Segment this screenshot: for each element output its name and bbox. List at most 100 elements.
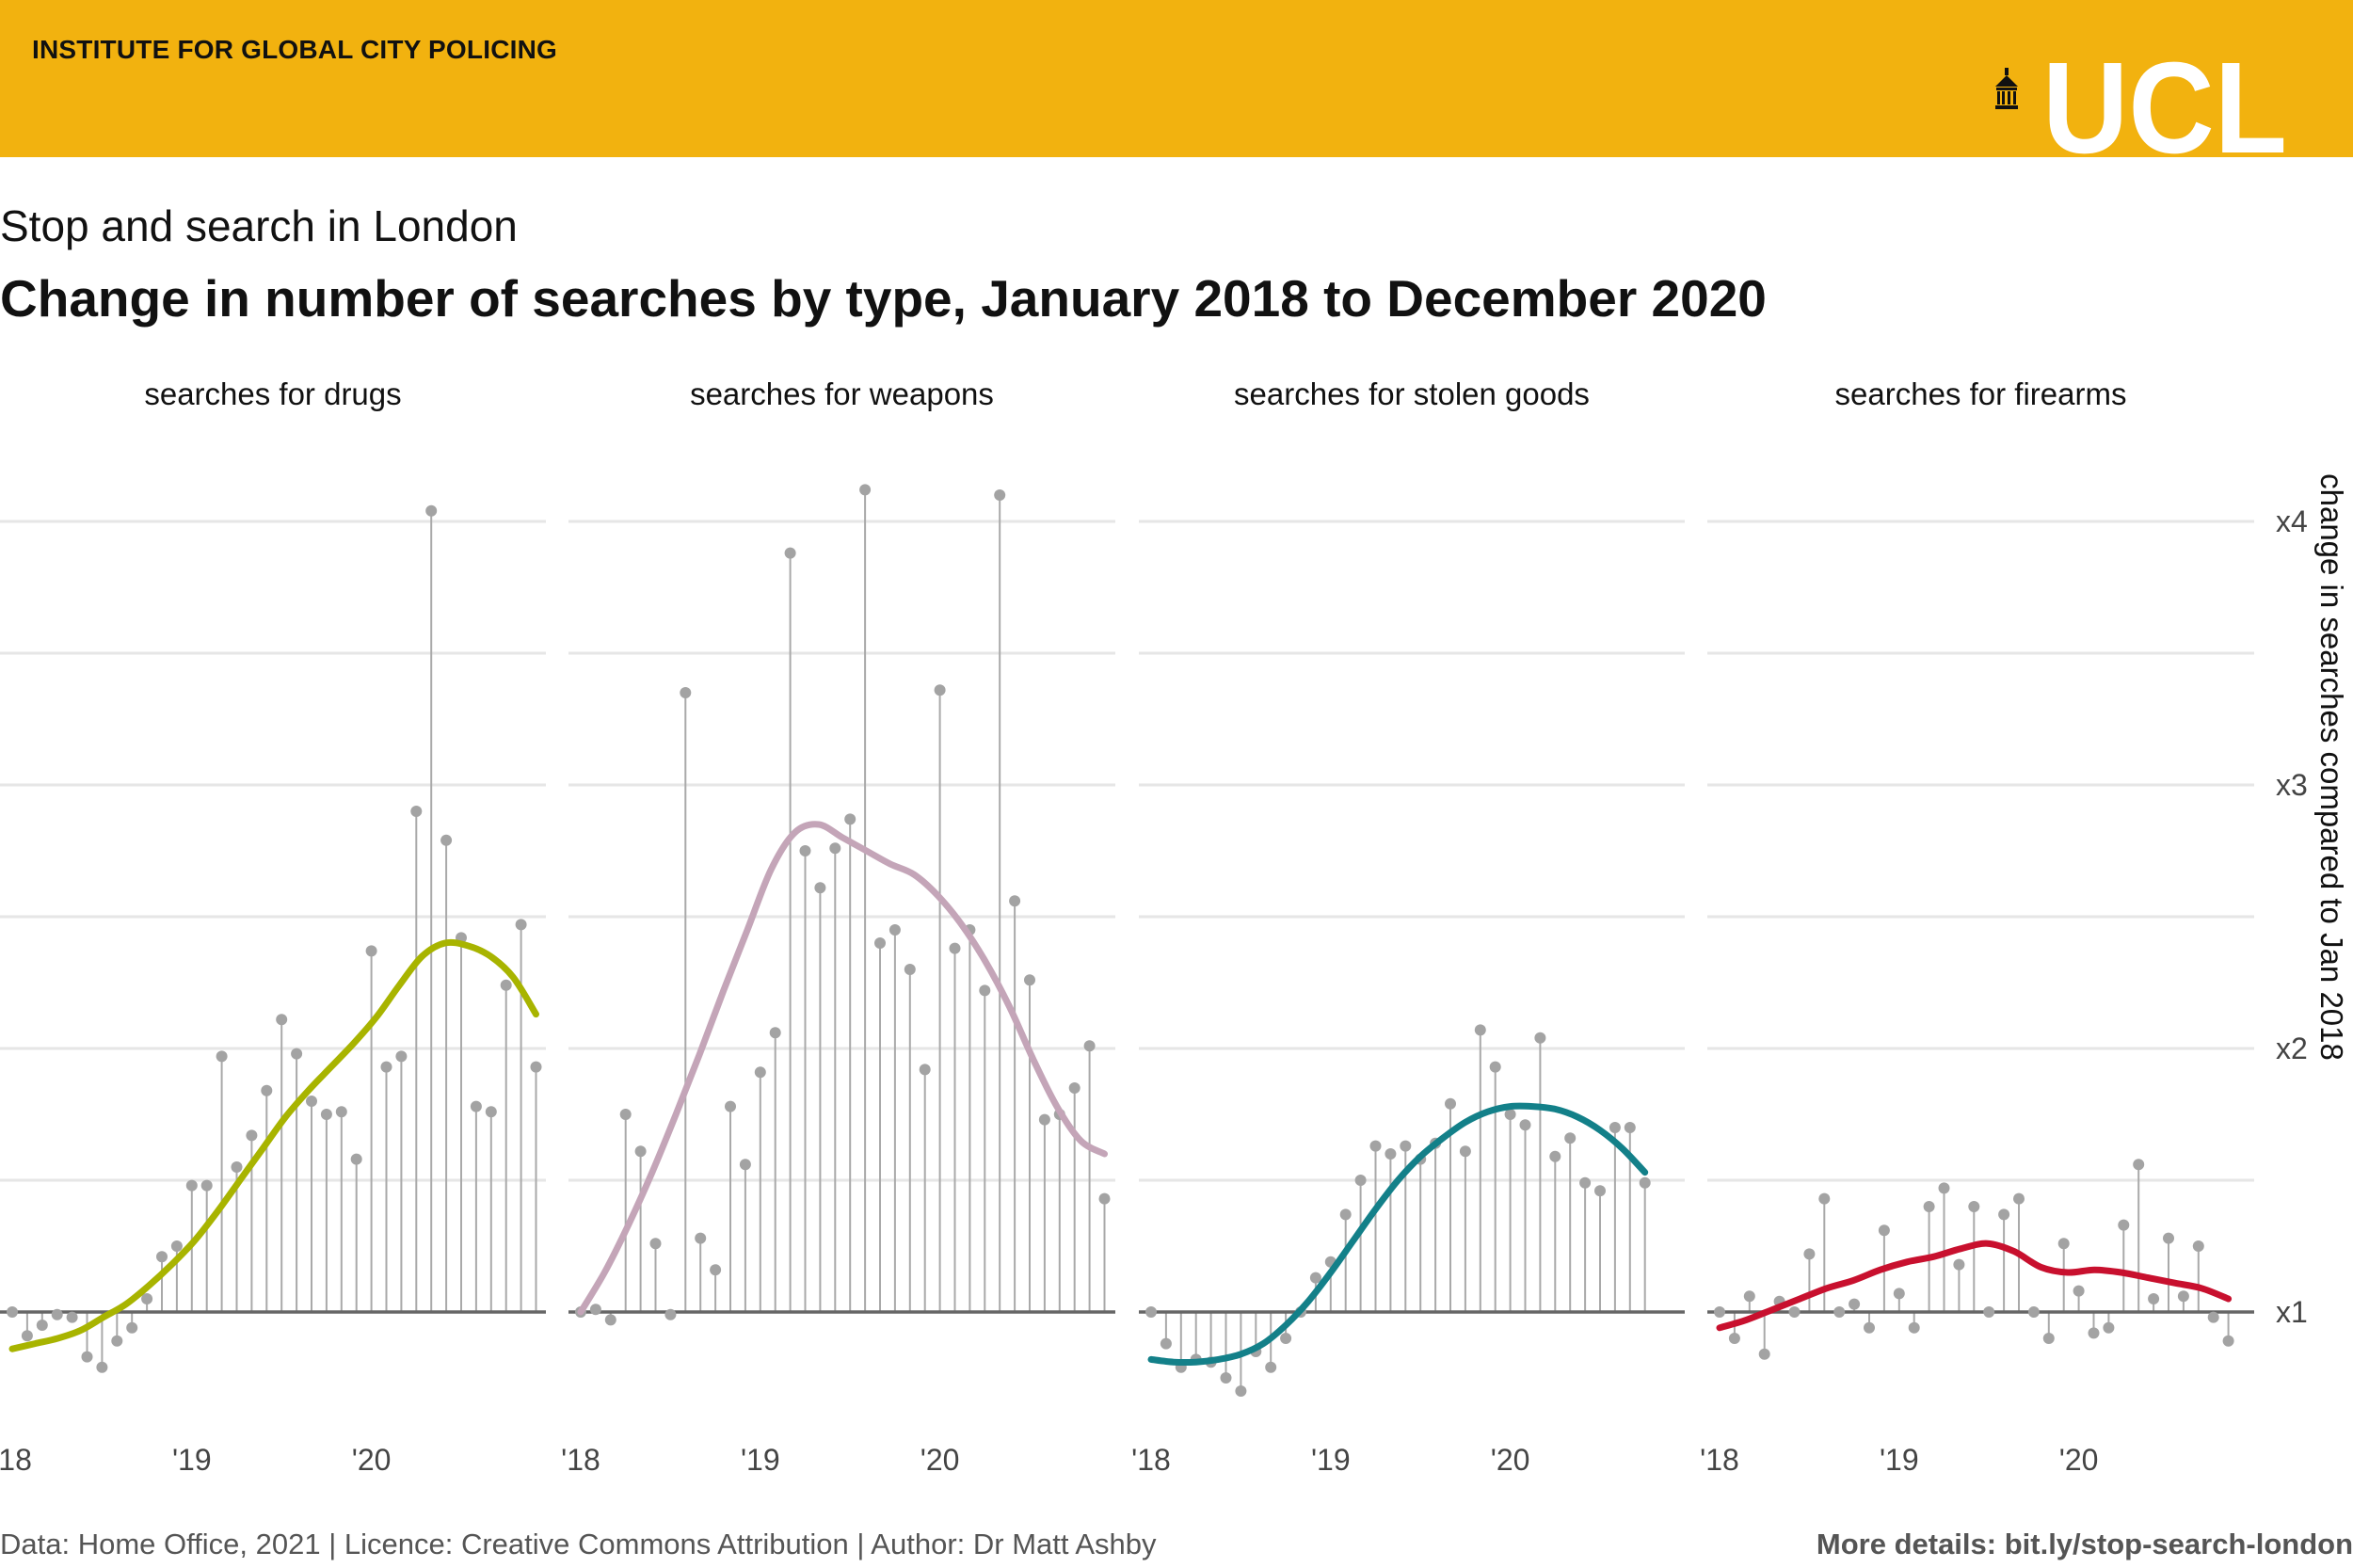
data-point (141, 1293, 153, 1304)
data-point (2192, 1240, 2204, 1252)
data-point (1145, 1306, 1157, 1318)
data-point (1923, 1201, 1935, 1212)
data-point (1953, 1258, 1965, 1271)
data-point (1489, 1061, 1501, 1073)
data-point (710, 1264, 722, 1276)
data-point (814, 882, 826, 894)
data-point (1339, 1208, 1352, 1221)
data-point (485, 1106, 497, 1118)
data-point (1038, 1113, 1050, 1126)
data-point (1280, 1333, 1292, 1344)
data-point (799, 845, 811, 856)
data-point (829, 842, 841, 855)
data-point (1714, 1306, 1725, 1318)
data-point (380, 1061, 392, 1073)
x-tick-label: '18 (0, 1443, 32, 1477)
portico-icon (1995, 68, 2018, 109)
data-point (739, 1159, 751, 1171)
data-point (2057, 1238, 2070, 1250)
data-point (634, 1145, 647, 1158)
data-point (1083, 1040, 1096, 1052)
data-point (216, 1050, 228, 1063)
data-point (1639, 1176, 1651, 1189)
y-tick-label: x1 (2276, 1295, 2308, 1329)
data-point (859, 484, 872, 496)
data-point (365, 945, 377, 957)
data-point (664, 1308, 677, 1320)
data-point (1549, 1150, 1561, 1162)
data-point (470, 1100, 482, 1112)
x-tick-label: '20 (2059, 1443, 2099, 1477)
data-point (919, 1064, 931, 1076)
y-tick-label: x4 (2276, 504, 2308, 538)
data-point (2163, 1232, 2174, 1244)
chart-title: Change in number of searches by type, Ja… (0, 269, 1767, 328)
data-point (1908, 1321, 1920, 1334)
data-point (1369, 1140, 1382, 1152)
x-tick-label: '19 (1311, 1443, 1351, 1477)
x-tick-label: '19 (172, 1443, 212, 1477)
data-point (1758, 1348, 1770, 1360)
data-point (156, 1251, 168, 1263)
data-point (784, 547, 796, 559)
data-point (1564, 1132, 1577, 1144)
data-point (994, 489, 1006, 501)
data-point (170, 1240, 183, 1252)
x-tick-label: '18 (561, 1443, 600, 1477)
data-point (2013, 1192, 2025, 1205)
data-point (1474, 1024, 1486, 1036)
data-point (904, 964, 916, 975)
x-tick-label: '20 (920, 1443, 960, 1477)
data-point (7, 1306, 18, 1318)
data-point (888, 924, 901, 936)
data-point (949, 942, 961, 954)
data-point (619, 1109, 632, 1120)
data-point (425, 504, 438, 517)
data-point (1609, 1122, 1621, 1133)
data-point (680, 687, 692, 698)
logo-text: UCL (2042, 56, 2287, 156)
organisation-name: INSTITUTE FOR GLOBAL CITY POLICING (32, 35, 557, 64)
data-point (410, 806, 423, 817)
data-point (1833, 1306, 1846, 1318)
data-point (2133, 1159, 2145, 1171)
x-tick-label: '18 (1131, 1443, 1171, 1477)
data-point (66, 1311, 78, 1323)
data-point (200, 1179, 213, 1192)
data-point (1504, 1109, 1516, 1120)
data-point (589, 1304, 601, 1316)
data-point (126, 1321, 138, 1334)
data-point (1519, 1119, 1531, 1131)
data-point (2222, 1335, 2234, 1347)
data-point (874, 937, 886, 949)
data-point (1024, 974, 1035, 986)
data-point (1235, 1385, 1247, 1397)
data-point (320, 1109, 332, 1120)
data-point (111, 1335, 123, 1347)
data-point (769, 1027, 781, 1039)
trend-line (8, 938, 539, 1352)
data-point (1068, 1082, 1080, 1094)
data-point (1849, 1298, 1861, 1310)
data-point (1459, 1145, 1471, 1158)
x-tick-label: '18 (1700, 1443, 1739, 1477)
x-tick-label: '20 (352, 1443, 392, 1477)
data-point (2207, 1311, 2219, 1323)
data-point (1803, 1248, 1816, 1260)
data-point (2148, 1293, 2160, 1304)
footer-source: Data: Home Office, 2021 | Licence: Creat… (0, 1528, 1157, 1560)
data-point (2118, 1219, 2130, 1231)
data-point (1968, 1201, 1980, 1212)
data-point (1534, 1032, 1546, 1044)
data-point (1864, 1321, 1875, 1334)
facet-title: searches for drugs (144, 376, 401, 411)
ucl-logo: UCL (1995, 56, 2287, 156)
chart-subtitle: Stop and search in London (0, 201, 518, 250)
trend-line (577, 821, 1108, 1316)
data-point (754, 1066, 766, 1079)
data-point (2177, 1290, 2189, 1303)
data-point (185, 1179, 198, 1192)
x-tick-label: '19 (741, 1443, 780, 1477)
data-point (246, 1129, 258, 1142)
trend-line (1147, 1102, 1649, 1367)
